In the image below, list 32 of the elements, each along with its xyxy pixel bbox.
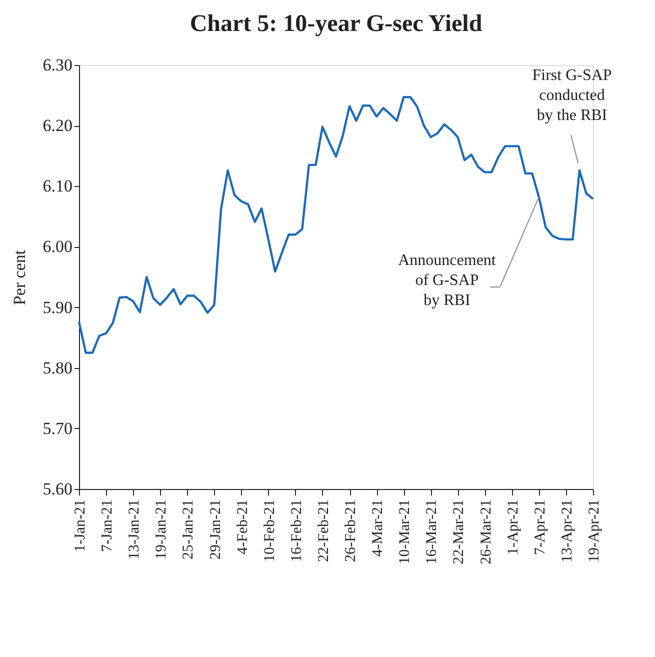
x-tick-label: 26-Mar-21 [478,500,494,564]
y-tick-label: 5.60 [42,480,72,498]
x-tick-label: 10-Mar-21 [397,500,414,564]
x-tick-label: 4-Mar-21 [370,500,386,557]
x-tick-label: 10-Feb-21 [262,500,278,562]
annotation: Announcement of G-SAP by RBI [398,252,496,309]
y-tick-label: 6.10 [42,176,72,196]
x-tick-label: 25-Jan-21 [180,500,197,560]
x-tick-label: 1-Apr-21 [505,500,522,556]
x-tick-label: 26-Feb-21 [343,500,360,562]
y-tick-label: 5.70 [42,418,72,438]
y-tick-label: 6.20 [42,116,72,136]
x-tick-label: 13-Apr-21 [559,500,576,563]
x-tick-label: 22-Mar-21 [451,500,468,564]
x-tick-label: 7-Apr-21 [532,500,548,556]
x-tick-label: 19-Apr-21 [586,500,602,563]
x-tick-label: 13-Jan-21 [126,500,143,560]
y-tick-label: 6.30 [42,56,72,74]
x-tick-label: 7-Jan-21 [100,500,116,552]
x-tick-label: 29-Jan-21 [208,500,224,560]
chart-title: Chart 5: 10-year G-sec Yield [190,11,483,37]
x-tick-label: 19-Jan-21 [154,500,170,560]
x-tick-label: 16-Mar-21 [424,500,440,564]
x-tick-label: 1-Jan-21 [72,500,88,552]
x-tick-label: 16-Feb-21 [288,500,305,562]
y-tick-label: 5.80 [42,358,72,378]
y-tick-label: 5.90 [42,298,72,317]
y-tick-label: 6.00 [42,237,72,256]
x-tick-label: 22-Feb-21 [316,500,332,562]
y-axis-title: Per cent [10,250,29,306]
x-tick-label: 4-Feb-21 [234,500,251,554]
annotation: First G-SAP conducted by the RBI [532,67,612,124]
